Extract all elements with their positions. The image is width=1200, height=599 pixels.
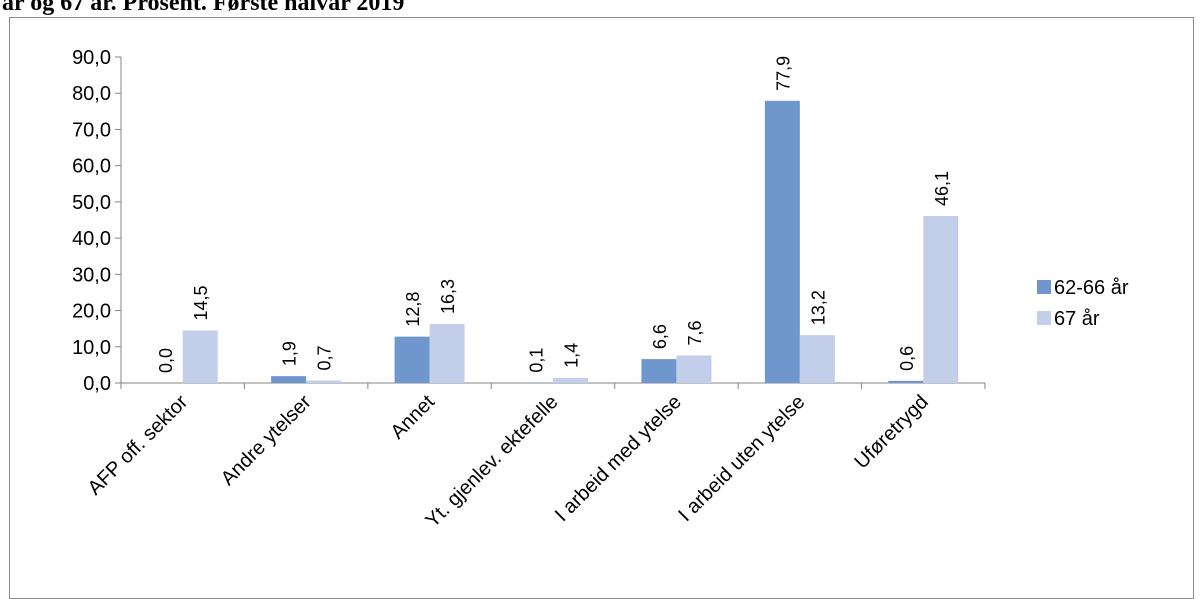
- bar: [888, 380, 924, 383]
- y-tick-label: 50,0: [72, 192, 111, 214]
- y-tick-label: 30,0: [72, 264, 111, 286]
- y-tick-label: 60,0: [72, 156, 111, 178]
- bar: [429, 323, 465, 383]
- bar: [799, 335, 835, 383]
- data-label: 6,6: [650, 324, 670, 349]
- legend-swatch: [1037, 280, 1051, 294]
- bar: [394, 336, 430, 383]
- data-label: 7,6: [685, 320, 705, 345]
- legend-label: 62-66 år: [1054, 277, 1129, 299]
- y-tick-label: 70,0: [72, 119, 111, 141]
- y-tick-label: 10,0: [72, 337, 111, 359]
- x-category-label: Uføretrygd: [850, 391, 932, 473]
- bar: [764, 100, 800, 383]
- y-tick-label: 80,0: [72, 83, 111, 105]
- chart-legend: 62-66 år 67 år: [1037, 277, 1129, 330]
- y-tick-label: 90,0: [72, 47, 111, 69]
- x-category-label: I arbeid med ytelse: [551, 391, 686, 526]
- chart-frame: [9, 17, 1194, 599]
- y-tick-label: 40,0: [72, 228, 111, 250]
- data-label: 77,9: [773, 56, 793, 91]
- data-label: 0,6: [897, 346, 917, 371]
- data-label: 14,5: [191, 285, 211, 320]
- data-label: 46,1: [932, 171, 952, 206]
- data-label: 0,0: [156, 348, 176, 373]
- bar: [641, 359, 677, 383]
- x-category-label: Andre ytelser: [217, 391, 316, 490]
- data-label: 0,1: [527, 348, 547, 373]
- x-category-label: Yt. gjenlev. ektefelle: [421, 391, 562, 532]
- y-tick-label: 20,0: [72, 301, 111, 323]
- bar: [553, 377, 588, 383]
- chart-caption: år og 67 år. Prosent. Første halvår 2019: [2, 0, 405, 16]
- x-category-label: I arbeid uten ytelse: [674, 391, 809, 526]
- bar: [306, 380, 342, 383]
- legend-swatch: [1037, 311, 1051, 325]
- legend-label: 67 år: [1054, 308, 1100, 330]
- data-label: 13,2: [808, 290, 828, 325]
- x-category-label: AFP off. sektor: [84, 391, 193, 500]
- chart-data-labels: 0,0 1,9 12,8 0,1 6,6 77,9 0,6 14,5 0,7 16,3 1,4 7,6…: [156, 56, 952, 373]
- bar: [182, 330, 218, 383]
- bar: [923, 216, 959, 383]
- data-label: 1,4: [562, 343, 582, 368]
- data-label: 12,8: [403, 292, 423, 327]
- y-tick-label: 0,0: [83, 373, 111, 395]
- chart-bars: [182, 100, 959, 383]
- bar: [271, 376, 307, 383]
- x-category-label: Annet: [387, 391, 440, 444]
- data-label: 0,7: [315, 345, 335, 370]
- bar: [676, 355, 712, 383]
- data-label: 1,9: [280, 341, 300, 366]
- data-label: 16,3: [438, 279, 458, 314]
